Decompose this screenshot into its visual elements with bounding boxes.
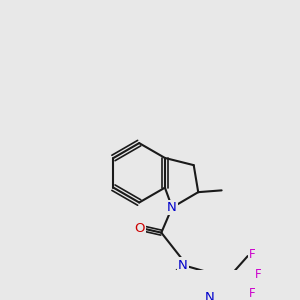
Text: O: O bbox=[134, 222, 145, 235]
Text: N: N bbox=[205, 291, 215, 300]
Text: F: F bbox=[255, 268, 262, 281]
Text: F: F bbox=[249, 248, 256, 261]
Text: N: N bbox=[167, 201, 177, 214]
Text: F: F bbox=[249, 287, 256, 300]
Text: N: N bbox=[178, 259, 188, 272]
